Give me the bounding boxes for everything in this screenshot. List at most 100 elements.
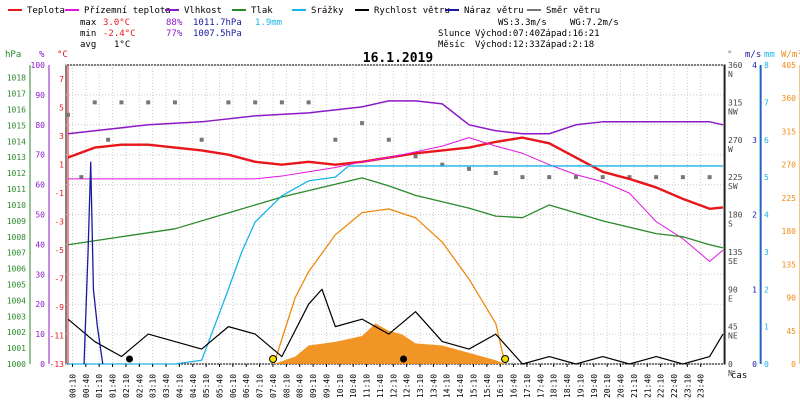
pressure-axis-tick-label: 1004 <box>7 296 26 305</box>
legend-label: Vlhkost <box>184 6 222 16</box>
temperature-axis-tick-label: -9 <box>54 303 64 312</box>
stats-min-press: 1007.5hPa <box>193 29 242 39</box>
x-tick-label: 20:10 <box>603 374 612 398</box>
x-tick-label: 06:10 <box>229 374 238 398</box>
wind-dir-axis-dir-label: NW <box>728 107 738 116</box>
legend-label: Srážky <box>311 6 344 16</box>
x-tick-label: 18:10 <box>550 374 559 398</box>
wind-speed-axis-tick-label: 1 <box>752 285 757 294</box>
axes: 1000100110021003100410051006100710081009… <box>7 61 800 378</box>
moon-set: Západ:2:18 <box>540 40 594 50</box>
stats-max-press: 1011.7hPa <box>193 18 242 28</box>
wind-direction-point <box>146 100 151 105</box>
rain-axis-tick-label: 5 <box>764 173 769 182</box>
wind-dir-axis-tick-label: 180 <box>728 211 743 220</box>
temperature-axis-tick-label: -11 <box>50 332 65 341</box>
legend-label: Tlak <box>251 6 273 16</box>
pressure-axis-tick-label: 1001 <box>7 344 26 353</box>
wind-dir-axis-dir-label: SE <box>728 257 738 266</box>
x-tick-label: 07:40 <box>269 374 278 398</box>
unit-degree: ° <box>727 50 732 60</box>
x-tick-label: 05:10 <box>202 374 211 398</box>
radiation-axis-tick-label: 360 <box>782 94 797 103</box>
x-tick-label: 04:40 <box>189 374 198 398</box>
wind-dir-axis-dir-label: NE <box>728 332 738 341</box>
pressure-axis-tick-label: 1014 <box>7 137 26 146</box>
x-tick-label: 13:40 <box>429 374 438 398</box>
x-tick-label: 10:40 <box>349 374 358 398</box>
sun-marker <box>501 355 510 363</box>
series-line <box>68 165 723 365</box>
stats-avg-label: avg <box>80 40 96 50</box>
humidity-axis-tick-label: 70 <box>35 151 45 160</box>
wind-speed-axis-tick-label: 0 <box>752 360 757 369</box>
rain-axis-tick-label: 0 <box>764 360 769 369</box>
wind-dir-axis-dir-label: N <box>728 369 733 378</box>
wind-direction-point <box>119 100 124 105</box>
x-tick-label: 16:40 <box>510 374 519 398</box>
series-line <box>83 161 104 365</box>
humidity-axis-tick-label: 100 <box>31 61 46 70</box>
x-tick-label: 07:10 <box>256 374 265 398</box>
temperature-axis-tick-label: -7 <box>54 275 64 284</box>
x-tick-label: 19:40 <box>590 374 599 398</box>
astro-info: WS:3.3m/s WG:7.2m/s Slunce Východ:07:40 … <box>438 18 619 50</box>
radiation-clear-sky-line <box>273 208 506 365</box>
radiation-axis-tick-label: 90 <box>786 294 796 303</box>
wind-direction-point <box>440 162 445 167</box>
x-tick-label: 09:10 <box>309 374 318 398</box>
x-tick-label: 00:10 <box>68 374 77 398</box>
temperature-axis-tick-label: 5 <box>59 104 64 113</box>
x-tick-label: 15:40 <box>483 374 492 398</box>
wind-dir-axis-tick-label: 90 <box>728 285 738 294</box>
grid <box>65 64 726 365</box>
wind-direction-point <box>520 175 525 180</box>
radiation-axis-tick-label: 270 <box>782 161 797 170</box>
wind-direction-point <box>547 175 552 180</box>
series-line <box>67 177 724 249</box>
wind-speed-axis-tick-label: 3 <box>752 136 757 145</box>
stats-max-temp: 3.0°C <box>103 18 130 28</box>
stats-max-hum: 88% <box>166 18 183 28</box>
x-tick-label: 14:40 <box>456 374 465 398</box>
wind-direction-point <box>306 100 311 105</box>
rain-axis-tick-label: 6 <box>764 136 769 145</box>
x-tick-label: 23:40 <box>697 374 706 398</box>
legend: Teplota Přízemní teplota Vlhkost Tlak Srážky… <box>8 6 600 16</box>
x-tick-label: 12:40 <box>403 374 412 398</box>
humidity-axis-tick-label: 50 <box>35 211 45 220</box>
pressure-axis-tick-label: 1006 <box>7 265 26 274</box>
wind-direction-point <box>92 100 97 105</box>
pressure-axis-tick-label: 1000 <box>7 360 26 369</box>
wind-wg: WG:7.2m/s <box>570 18 619 28</box>
wind-dir-axis-tick-label: 360 <box>728 61 743 70</box>
wind-ws: WS:3.3m/s <box>498 18 547 28</box>
legend-label: Teplota <box>27 6 65 16</box>
temperature-axis-tick-label: -5 <box>54 246 64 255</box>
x-tick-label: 03:40 <box>162 374 171 398</box>
x-tick-label: 16:10 <box>496 374 505 398</box>
wind-direction-point <box>106 137 111 142</box>
radiation-axis-tick-label: 315 <box>782 127 797 136</box>
humidity-axis-tick-label: 20 <box>35 300 45 309</box>
unit-wm2: W/m² <box>781 50 800 60</box>
x-axis-ticks: 00:10 00:40 01:10 01:40 02:10 02:40 03:10 03:40… <box>68 364 706 398</box>
wind-dir-axis-tick-label: 315 <box>728 98 743 107</box>
wind-direction-point <box>680 175 685 180</box>
radiation-measured-area <box>273 323 506 364</box>
series-line <box>67 136 724 211</box>
pressure-axis-tick-label: 1002 <box>7 328 26 337</box>
radiation-axis-tick-label: 405 <box>782 61 797 70</box>
x-tick-label: 18:40 <box>563 374 572 398</box>
series-line <box>67 100 724 135</box>
unit-percent: % <box>39 50 45 60</box>
pressure-axis-tick-label: 1008 <box>7 233 26 242</box>
x-tick-label: 22:10 <box>657 374 666 398</box>
x-tick-label: 13:10 <box>416 374 425 398</box>
radiation-axis-tick-label: 180 <box>782 227 797 236</box>
x-tick-label: 00:40 <box>82 374 91 398</box>
wind-direction-point <box>627 175 632 180</box>
temperature-axis-tick-label: -13 <box>50 360 65 369</box>
moon-marker <box>125 355 133 363</box>
